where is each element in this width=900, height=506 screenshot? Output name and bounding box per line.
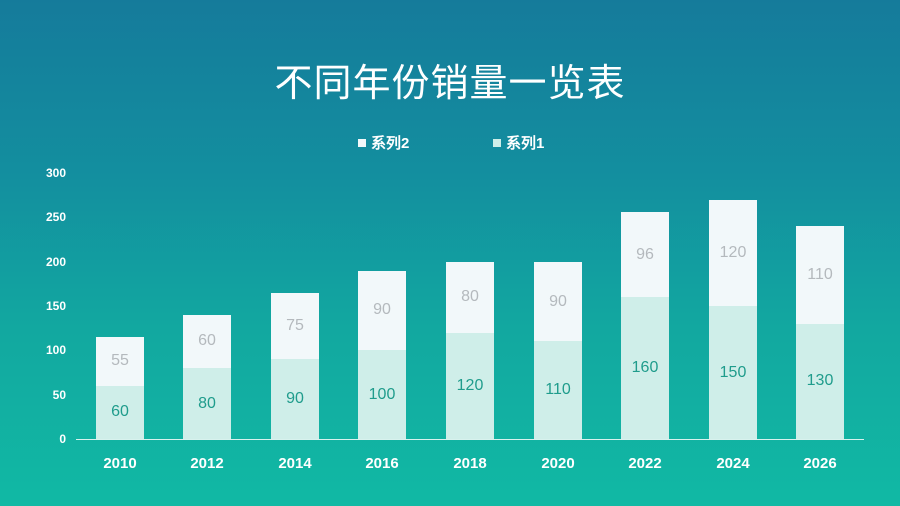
bar-series2-2020: [534, 261, 582, 342]
x-tick-label: 2022: [628, 455, 662, 472]
data-label-series2: 60: [198, 332, 216, 350]
bar-series1-2012: [183, 368, 231, 439]
x-tick-label: 2014: [278, 455, 312, 472]
y-tick-label: 300: [45, 166, 66, 180]
bar-series2-2022: [621, 212, 669, 298]
bar-series2-2010: [96, 337, 144, 386]
y-tick-label: 200: [45, 254, 66, 269]
bar-series1-2018: [446, 332, 494, 439]
legend-swatch-series1-icon: [493, 138, 501, 147]
data-label-series1: 130: [806, 372, 834, 390]
data-label-series2: 80: [461, 288, 479, 306]
y-tick-label: 250: [45, 210, 66, 225]
legend: 系列2 系列1: [0, 132, 900, 152]
data-label-series2: 110: [807, 265, 833, 283]
legend-item-series1: 系列1: [493, 132, 544, 153]
chart-title: 不同年份销量一览表: [274, 61, 626, 105]
data-label-series1: 110: [545, 381, 571, 399]
bar-series1-2010: [96, 385, 144, 439]
x-axis-line: [76, 439, 864, 440]
x-tick-label: 2026: [803, 455, 837, 472]
bar-series2-2016: [358, 270, 406, 351]
bar-series2-2024: [709, 199, 757, 306]
x-tick-label: 2024: [716, 455, 750, 472]
bar-series1-2022: [621, 297, 669, 439]
data-label-series1: 160: [631, 359, 659, 377]
data-label-series1: 90: [286, 390, 304, 408]
bar-series2-2014: [271, 292, 319, 360]
bar-series1-2026: [796, 323, 844, 439]
x-tick-label: 2010: [103, 455, 137, 472]
data-label-series2: 75: [286, 316, 304, 334]
data-label-series1: 60: [111, 403, 129, 421]
data-label-series2: 90: [373, 301, 391, 319]
legend-item-series2: 系列2: [358, 132, 409, 153]
x-tick-label: 2016: [365, 455, 399, 472]
data-label-series1: 120: [456, 376, 484, 394]
legend-label-series1: 系列1: [506, 135, 545, 152]
data-label-series1: 150: [719, 363, 747, 381]
bar-series2-2018: [446, 261, 494, 333]
bar-series2-2026: [796, 226, 844, 324]
bar-series2-2012: [183, 314, 231, 369]
legend-swatch-series2-icon: [358, 138, 366, 147]
data-label-series1: 80: [198, 394, 216, 412]
x-tick-label: 2018: [453, 455, 487, 472]
x-tick-label: 2012: [190, 455, 224, 472]
y-tick-label: 50: [52, 387, 66, 402]
data-label-series2: 55: [111, 352, 129, 370]
y-tick-label: 150: [45, 299, 66, 313]
y-tick-label: 100: [45, 343, 66, 358]
bar-series1-2024: [709, 306, 757, 439]
data-label-series2: 96: [636, 245, 654, 263]
data-label-series2: 90: [549, 292, 567, 310]
bar-series1-2020: [534, 341, 582, 439]
bar-series1-2014: [271, 359, 319, 439]
data-label-series1: 100: [368, 385, 396, 403]
y-tick-label: 0: [59, 432, 66, 446]
data-label-series2: 120: [719, 243, 747, 261]
legend-label-series2: 系列2: [371, 135, 410, 152]
x-tick-label: 2020: [541, 455, 575, 472]
bar-series1-2016: [358, 350, 406, 439]
